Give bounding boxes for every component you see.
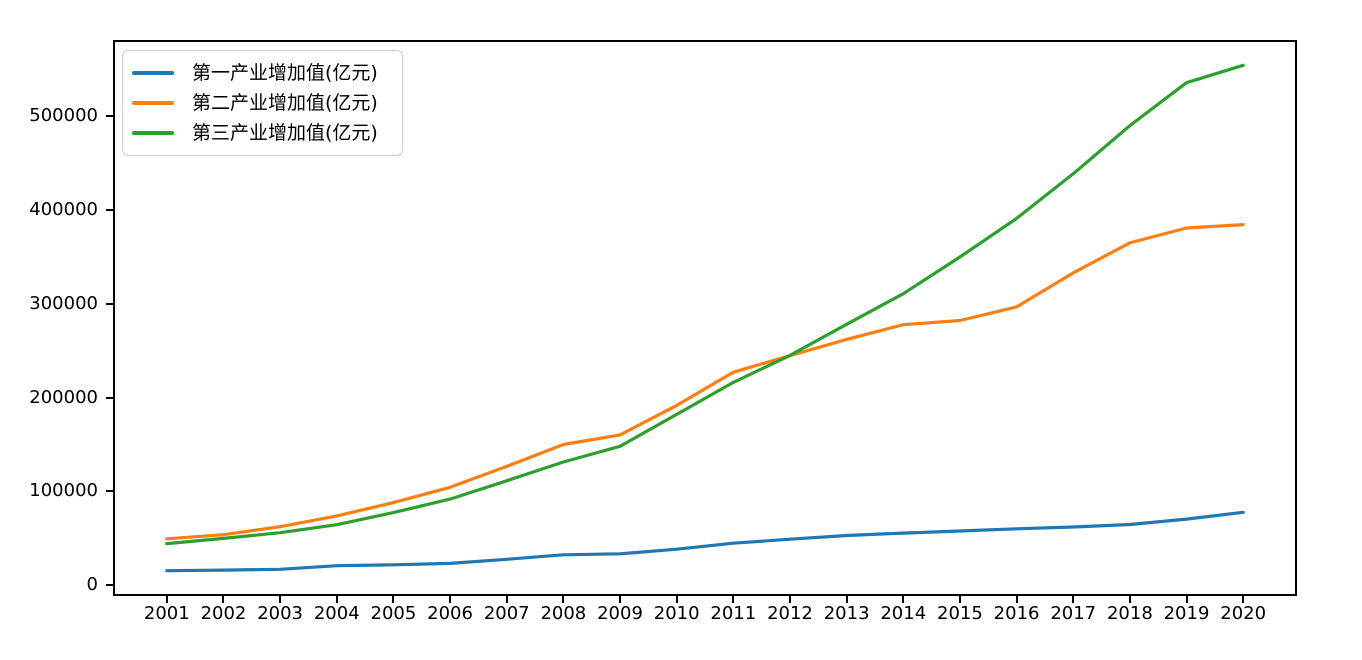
y-tick-label: 300000	[29, 292, 98, 314]
series-line-1	[165, 510, 1245, 573]
x-tick-label: 2006	[427, 603, 473, 624]
y-tick-label: 100000	[29, 480, 98, 502]
x-tick-label: 2020	[1220, 603, 1267, 624]
x-tick-mark	[222, 596, 225, 603]
legend: 第一产业增加值(亿元) 第二产业增加值(亿元) 第三产业增加值(亿元)	[122, 50, 403, 156]
x-tick-mark	[1015, 596, 1018, 603]
legend-item-1: 第一产业增加值(亿元)	[132, 58, 378, 88]
x-tick-mark	[958, 596, 961, 603]
x-tick-label: 2016	[993, 603, 1040, 624]
x-tick-mark	[279, 596, 282, 603]
x-tick-label: 2010	[653, 603, 700, 624]
x-tick-label: 2019	[1163, 603, 1210, 624]
x-tick-mark	[788, 596, 791, 603]
legend-label: 第三产业增加值(亿元)	[192, 121, 378, 144]
x-tick-mark	[619, 596, 622, 603]
legend-item-3: 第三产业增加值(亿元)	[132, 118, 378, 148]
x-tick-mark	[562, 596, 565, 603]
y-tick-mark	[106, 114, 113, 117]
series-line-2	[165, 223, 1245, 541]
x-tick-label: 2001	[143, 603, 190, 624]
x-tick-label: 2014	[880, 603, 927, 624]
x-tick-mark	[1072, 596, 1075, 603]
y-tick-mark	[106, 396, 113, 399]
x-tick-label: 2018	[1106, 603, 1153, 624]
x-tick-mark	[165, 596, 168, 603]
x-tick-mark	[732, 596, 735, 603]
y-tick-mark	[106, 208, 113, 211]
x-tick-label: 2017	[1050, 603, 1097, 624]
y-tick-mark	[106, 490, 113, 493]
legend-line-swatch	[132, 131, 174, 135]
y-tick-label: 200000	[29, 386, 98, 408]
legend-label: 第一产业增加值(亿元)	[192, 61, 378, 84]
legend-line-swatch	[132, 101, 174, 105]
x-tick-label: 2012	[767, 603, 813, 624]
x-tick-label: 2009	[597, 603, 643, 624]
x-tick-mark	[335, 596, 338, 603]
legend-label: 第二产业增加值(亿元)	[192, 91, 378, 114]
plot-lines	[165, 63, 1245, 573]
x-tick-mark	[1242, 596, 1245, 603]
x-tick-mark	[449, 596, 452, 603]
x-tick-label: 2011	[710, 603, 757, 624]
x-tick-mark	[902, 596, 905, 603]
y-tick-label: 500000	[29, 104, 98, 126]
x-tick-label: 2013	[823, 603, 870, 624]
y-tick-mark	[106, 302, 113, 305]
y-tick-label: 0	[86, 574, 98, 596]
series-line-3	[165, 63, 1245, 546]
y-tick-mark	[106, 584, 113, 587]
y-tick-label: 400000	[29, 198, 98, 220]
x-tick-mark	[1185, 596, 1188, 603]
x-tick-mark	[1128, 596, 1131, 603]
x-tick-mark	[505, 596, 508, 603]
legend-item-2: 第二产业增加值(亿元)	[132, 88, 378, 118]
x-tick-label: 2003	[257, 603, 304, 624]
x-tick-label: 2015	[937, 603, 983, 624]
x-tick-label: 2008	[540, 603, 587, 624]
x-tick-label: 2007	[483, 603, 530, 624]
legend-line-swatch	[132, 71, 174, 75]
x-tick-label: 2002	[200, 603, 247, 624]
x-tick-mark	[392, 596, 395, 603]
x-tick-label: 2005	[370, 603, 417, 624]
x-tick-label: 2004	[313, 603, 360, 624]
x-tick-mark	[845, 596, 848, 603]
x-tick-mark	[675, 596, 678, 603]
